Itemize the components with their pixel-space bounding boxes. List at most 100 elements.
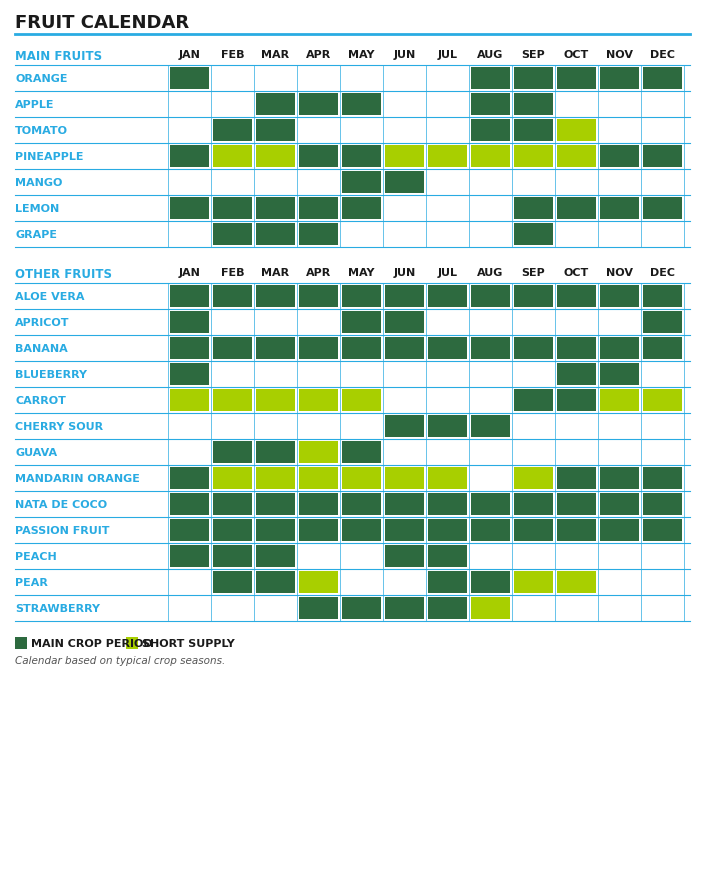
Bar bbox=[299, 597, 338, 620]
Text: PEAR: PEAR bbox=[15, 578, 48, 587]
Bar bbox=[600, 519, 639, 542]
Bar bbox=[471, 416, 510, 437]
Bar bbox=[471, 493, 510, 516]
Bar bbox=[600, 68, 639, 90]
Text: FRUIT CALENDAR: FRUIT CALENDAR bbox=[15, 14, 189, 32]
Bar bbox=[428, 493, 467, 516]
Text: MAY: MAY bbox=[348, 267, 375, 278]
Bar bbox=[299, 286, 338, 308]
Bar bbox=[342, 172, 381, 194]
Bar bbox=[514, 468, 553, 489]
Bar bbox=[514, 571, 553, 594]
Bar bbox=[299, 198, 338, 220]
Text: OCT: OCT bbox=[564, 50, 589, 60]
Bar bbox=[342, 442, 381, 463]
Bar bbox=[428, 286, 467, 308]
Text: DEC: DEC bbox=[650, 267, 675, 278]
Text: JAN: JAN bbox=[179, 267, 201, 278]
Bar bbox=[428, 338, 467, 359]
Text: NOV: NOV bbox=[606, 50, 633, 60]
Bar bbox=[256, 545, 295, 568]
Bar bbox=[342, 519, 381, 542]
Bar bbox=[256, 390, 295, 411]
Bar bbox=[385, 468, 424, 489]
Bar bbox=[126, 637, 138, 649]
Bar bbox=[256, 120, 295, 142]
Text: STRAWBERRY: STRAWBERRY bbox=[15, 603, 100, 613]
Text: APR: APR bbox=[306, 267, 331, 278]
Bar bbox=[514, 390, 553, 411]
Bar bbox=[299, 224, 338, 246]
Text: OTHER FRUITS: OTHER FRUITS bbox=[15, 267, 112, 281]
Text: SHORT SUPPLY: SHORT SUPPLY bbox=[142, 638, 234, 648]
Bar bbox=[213, 545, 252, 568]
Bar bbox=[342, 312, 381, 333]
Text: GRAPE: GRAPE bbox=[15, 230, 57, 240]
Text: LEMON: LEMON bbox=[15, 204, 59, 214]
Text: MAY: MAY bbox=[348, 50, 375, 60]
Bar bbox=[213, 286, 252, 308]
Text: AUG: AUG bbox=[477, 267, 503, 278]
Bar bbox=[256, 146, 295, 168]
Bar bbox=[299, 390, 338, 411]
Bar bbox=[471, 597, 510, 620]
Bar bbox=[15, 637, 27, 649]
Bar bbox=[643, 68, 682, 90]
Bar bbox=[557, 338, 596, 359]
Bar bbox=[299, 493, 338, 516]
Bar bbox=[514, 120, 553, 142]
Bar bbox=[385, 493, 424, 516]
Bar bbox=[170, 286, 209, 308]
Bar bbox=[385, 338, 424, 359]
Bar bbox=[557, 571, 596, 594]
Text: DEC: DEC bbox=[650, 50, 675, 60]
Bar bbox=[428, 597, 467, 620]
Bar bbox=[428, 571, 467, 594]
Text: BANANA: BANANA bbox=[15, 343, 68, 354]
Bar bbox=[514, 493, 553, 516]
Bar bbox=[643, 312, 682, 333]
Text: MAIN CROP PERIOD: MAIN CROP PERIOD bbox=[31, 638, 153, 648]
Bar bbox=[428, 416, 467, 437]
Bar bbox=[514, 68, 553, 90]
Bar bbox=[256, 338, 295, 359]
Bar bbox=[256, 571, 295, 594]
Text: JUN: JUN bbox=[394, 267, 415, 278]
Bar bbox=[471, 68, 510, 90]
Bar bbox=[471, 519, 510, 542]
Bar bbox=[557, 146, 596, 168]
Bar bbox=[557, 364, 596, 385]
Bar bbox=[385, 545, 424, 568]
Bar bbox=[299, 468, 338, 489]
Bar bbox=[213, 519, 252, 542]
Bar bbox=[385, 146, 424, 168]
Bar bbox=[256, 442, 295, 463]
Bar bbox=[514, 519, 553, 542]
Bar bbox=[471, 94, 510, 116]
Text: GUAVA: GUAVA bbox=[15, 448, 57, 458]
Bar bbox=[170, 338, 209, 359]
Bar bbox=[557, 390, 596, 411]
Text: AUG: AUG bbox=[477, 50, 503, 60]
Bar bbox=[170, 198, 209, 220]
Bar bbox=[342, 146, 381, 168]
Bar bbox=[385, 597, 424, 620]
Text: APPLE: APPLE bbox=[15, 100, 54, 110]
Bar bbox=[514, 94, 553, 116]
Bar bbox=[385, 519, 424, 542]
Bar bbox=[170, 519, 209, 542]
Bar bbox=[342, 493, 381, 516]
Text: PASSION FRUIT: PASSION FRUIT bbox=[15, 526, 110, 536]
Bar bbox=[213, 571, 252, 594]
Bar bbox=[213, 146, 252, 168]
Bar bbox=[600, 493, 639, 516]
Bar bbox=[471, 120, 510, 142]
Text: PEACH: PEACH bbox=[15, 552, 57, 561]
Text: MAR: MAR bbox=[261, 50, 289, 60]
Bar bbox=[213, 442, 252, 463]
Text: APR: APR bbox=[306, 50, 331, 60]
Bar bbox=[213, 468, 252, 489]
Text: TOMATO: TOMATO bbox=[15, 126, 68, 136]
Bar bbox=[428, 468, 467, 489]
Bar bbox=[600, 286, 639, 308]
